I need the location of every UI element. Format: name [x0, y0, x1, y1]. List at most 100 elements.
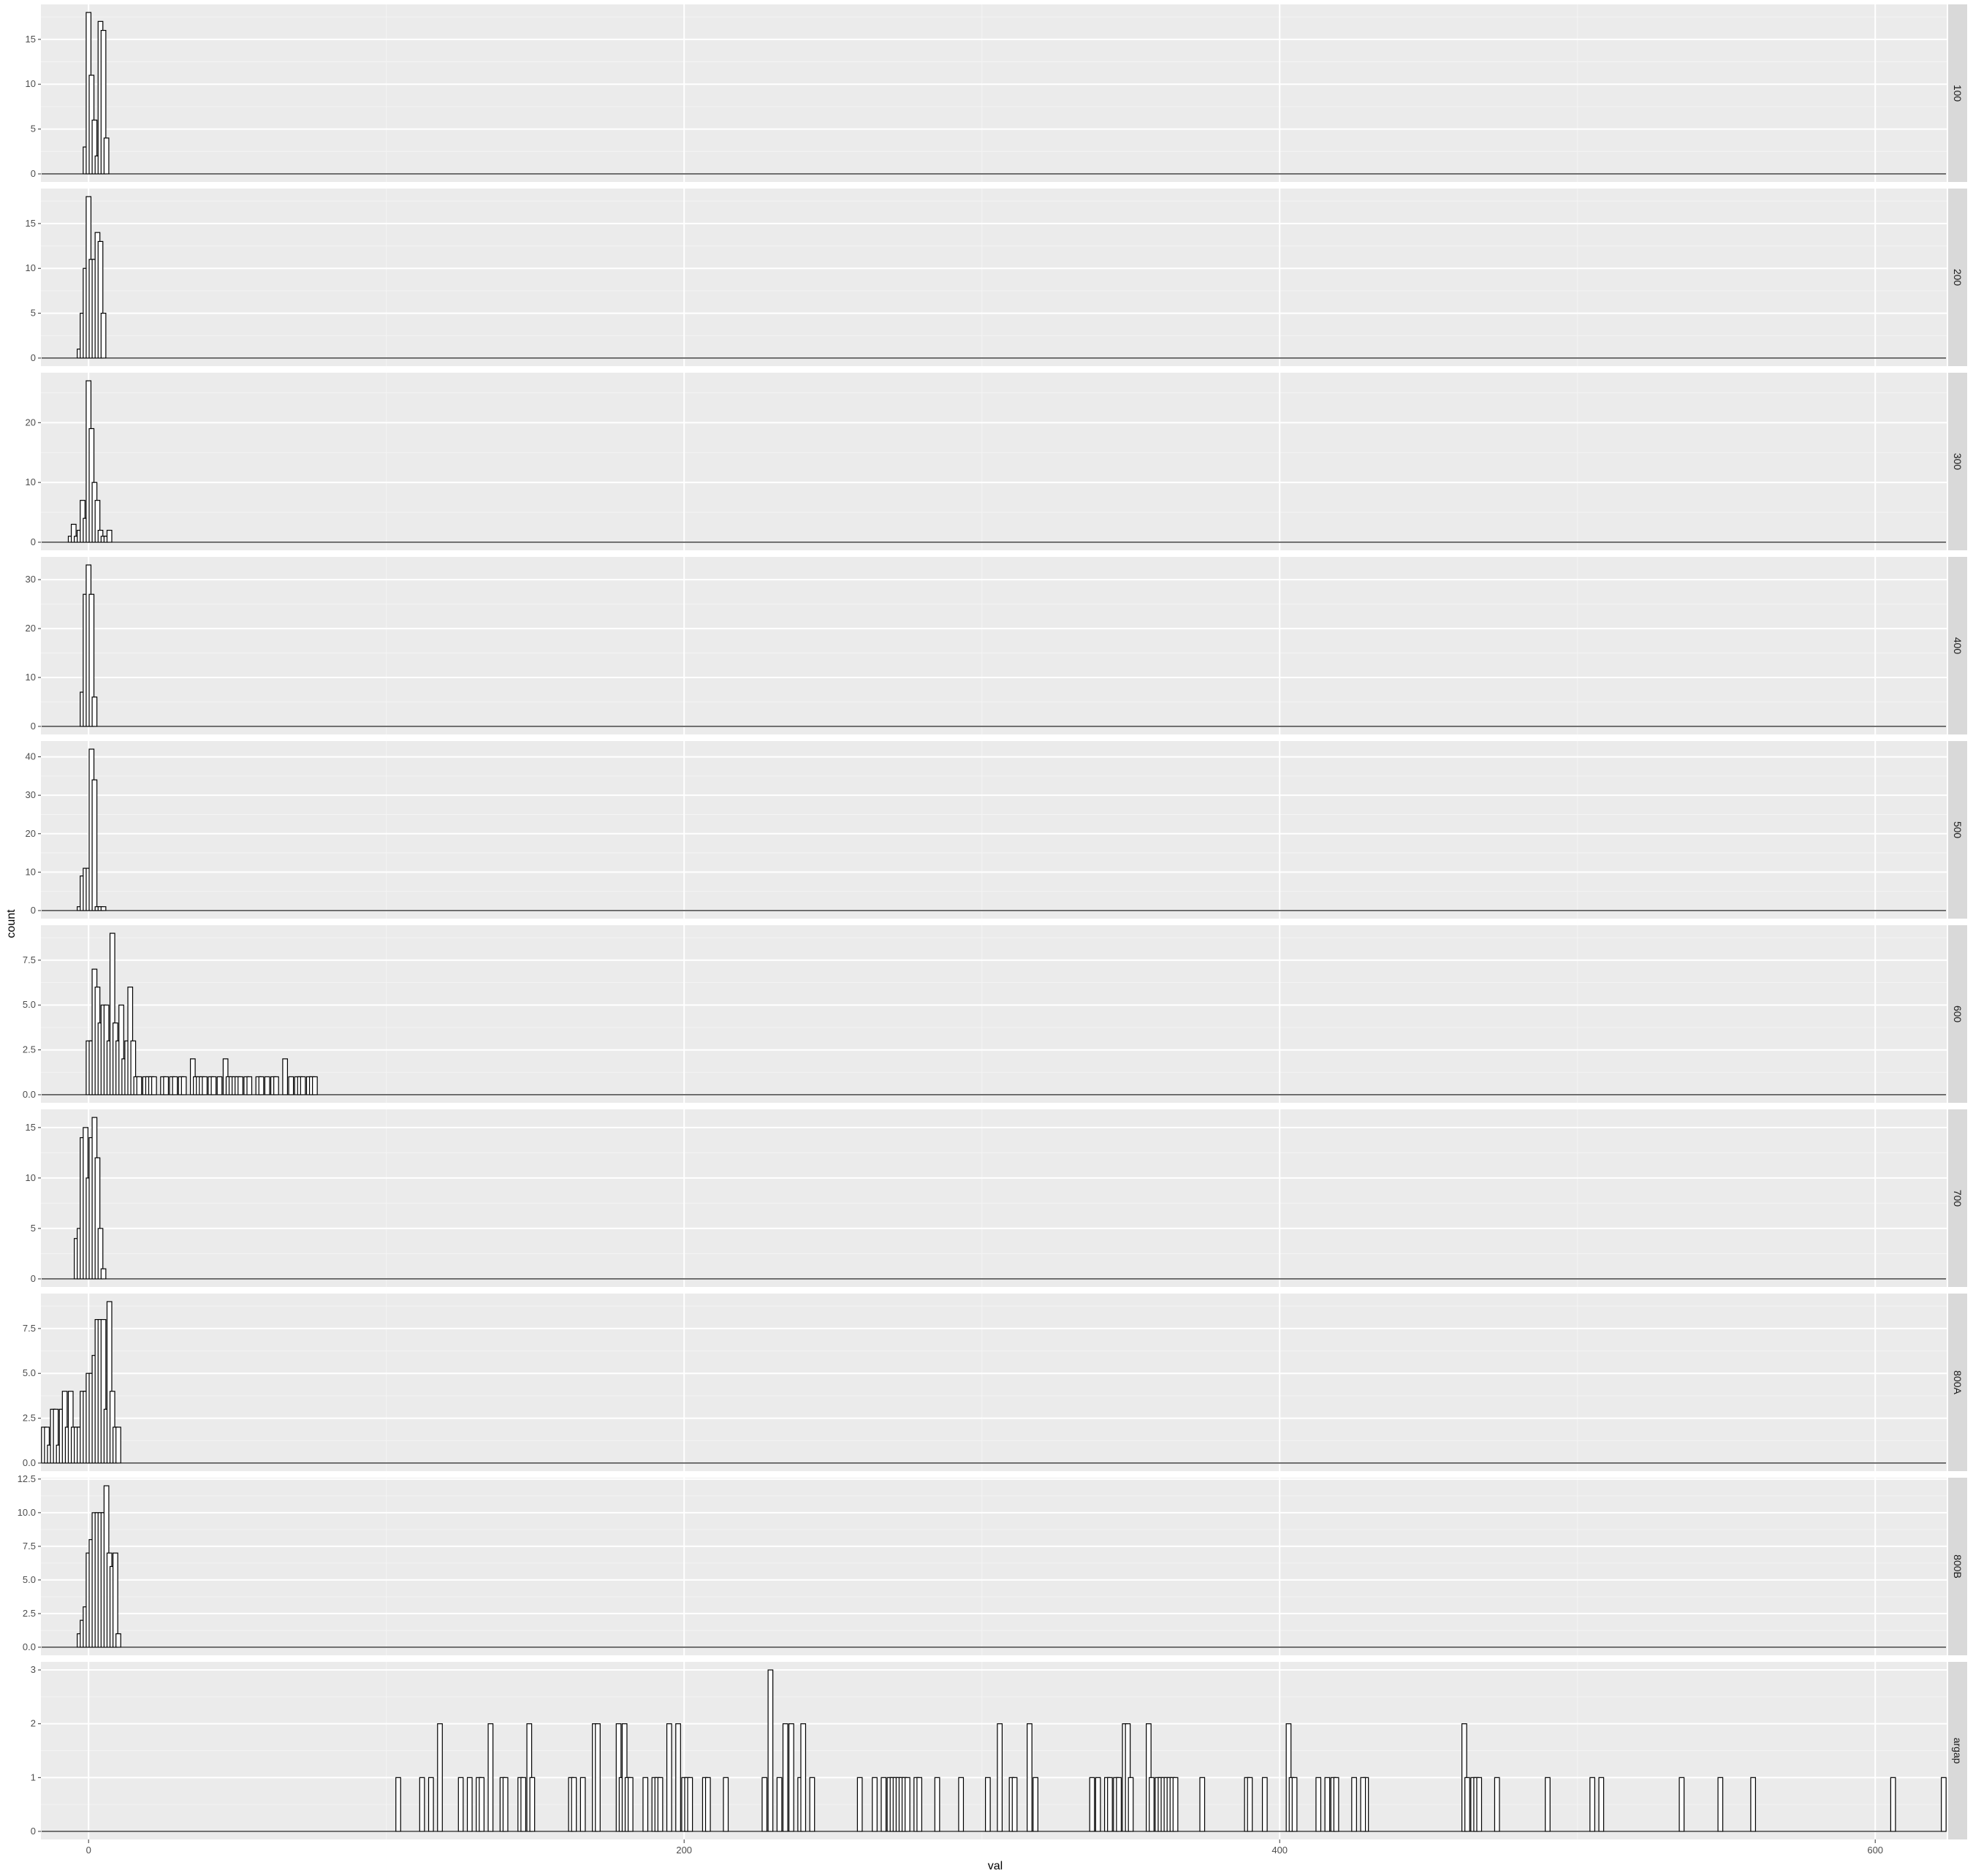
facet-strip — [1948, 1109, 1967, 1287]
x-tick-label: 0 — [86, 1845, 91, 1856]
histogram-bar — [642, 1777, 649, 1832]
y-tick-label: 0 — [31, 168, 36, 179]
histogram-bar — [216, 1076, 223, 1095]
histogram-bar — [520, 1777, 527, 1832]
histogram-bar — [788, 1723, 794, 1832]
histogram-bar — [282, 1058, 289, 1095]
histogram-bar — [1464, 1777, 1470, 1832]
panel-background — [41, 1109, 1947, 1287]
facet-strip-label: 800B — [1952, 1554, 1964, 1579]
panel-100: 0 5 10 15 100 — [26, 4, 1967, 182]
y-tick-label: 0 — [31, 1273, 36, 1284]
histogram-bar — [94, 1157, 101, 1280]
histogram-bar — [1027, 1723, 1033, 1832]
histogram-bar — [1128, 1777, 1134, 1832]
facet-strip — [1948, 741, 1967, 919]
y-tick-label: 7.5 — [23, 954, 36, 965]
histogram-bar — [264, 1076, 270, 1095]
histogram-bar — [1750, 1777, 1756, 1832]
panel-300: 0 10 20 300 — [26, 373, 1967, 550]
y-tick-label: 20 — [26, 417, 36, 428]
y-tick-label: 0 — [31, 1826, 36, 1837]
histogram-bar — [172, 1076, 178, 1095]
histogram-bar — [1261, 1777, 1268, 1832]
histogram-bar — [100, 1268, 107, 1280]
y-tick-label: 15 — [26, 34, 36, 45]
histogram-bar — [571, 1777, 577, 1832]
histogram-bar — [163, 1076, 170, 1095]
histogram-bar — [502, 1777, 509, 1832]
panel-background — [41, 1294, 1947, 1471]
histogram-bar — [1890, 1777, 1896, 1832]
panel-background — [41, 557, 1947, 734]
histogram-bar — [151, 1076, 157, 1095]
histogram-bar — [675, 1723, 681, 1832]
panel-800B: 0.0 2.5 5.0 7.5 10.0 12.5 800B — [18, 1473, 1967, 1655]
histogram-bar — [419, 1777, 425, 1832]
histogram-bar — [1494, 1777, 1500, 1832]
facet-strip — [1948, 1478, 1967, 1655]
histogram-bar — [1941, 1777, 1947, 1832]
y-tick-label: 10 — [26, 476, 36, 487]
y-tick-label: 0 — [31, 352, 36, 363]
y-tick-label: 20 — [26, 623, 36, 634]
y-tick-label: 15 — [26, 1122, 36, 1133]
y-tick-label: 10 — [26, 78, 36, 89]
facet-strip — [1948, 557, 1967, 734]
histogram-bar — [91, 779, 98, 911]
histogram-bar — [100, 906, 107, 911]
y-tick-label: 7.5 — [23, 1323, 36, 1334]
histogram-bar — [115, 1633, 121, 1648]
facet-strip — [1948, 925, 1967, 1103]
y-tick-label: 10 — [26, 1172, 36, 1183]
x-tick-label: 400 — [1271, 1845, 1288, 1856]
y-tick-label: 5 — [31, 1223, 36, 1234]
y-tick-label: 2 — [31, 1718, 36, 1729]
facet-strip — [1948, 1662, 1967, 1839]
histogram-bar — [1199, 1777, 1206, 1832]
histogram-bar — [1172, 1777, 1179, 1832]
histogram-bar — [1315, 1777, 1322, 1832]
y-tick-label: 2.5 — [23, 1608, 36, 1619]
histogram-bar — [1589, 1777, 1595, 1832]
histogram-bar — [579, 1777, 586, 1832]
histogram-bar — [466, 1777, 473, 1832]
y-tick-label: 40 — [26, 751, 36, 762]
histogram-bar — [273, 1076, 279, 1095]
histogram-bar — [113, 1552, 118, 1648]
facet-strip-label: 500 — [1952, 821, 1964, 839]
panel-background — [41, 373, 1947, 550]
histogram-bar — [723, 1777, 729, 1832]
histogram-bar — [872, 1777, 878, 1832]
histogram-bar — [529, 1777, 536, 1832]
histogram-bar — [856, 1777, 863, 1832]
histogram-bar — [115, 1427, 121, 1464]
histogram-bar — [70, 523, 77, 543]
y-tick-label: 0.0 — [23, 1641, 36, 1652]
histogram-bar — [1291, 1777, 1298, 1832]
y-tick-label: 5 — [31, 308, 36, 319]
histogram-bar — [53, 1408, 59, 1464]
histogram-bar — [627, 1777, 634, 1832]
histogram-bar — [97, 240, 104, 359]
y-tick-label: 5.0 — [23, 1574, 36, 1585]
histogram-bar — [300, 1076, 306, 1095]
histogram-bar — [118, 1004, 124, 1095]
facet-strip-label: 400 — [1952, 637, 1964, 655]
histogram-bar — [958, 1777, 965, 1832]
y-tick-label: 2.5 — [23, 1413, 36, 1424]
histogram-bar — [1033, 1777, 1038, 1832]
y-tick-label: 15 — [26, 218, 36, 229]
histogram-bar — [1089, 1777, 1095, 1832]
histogram-bar — [100, 312, 107, 359]
histogram-bar — [136, 1076, 142, 1095]
facet-strip — [1948, 189, 1967, 366]
histogram-bar — [210, 1076, 217, 1095]
y-tick-label: 0 — [31, 721, 36, 732]
panel-200: 0 5 10 15 200 — [26, 189, 1967, 366]
y-tick-label: 3 — [31, 1664, 36, 1675]
histogram-bar — [984, 1777, 991, 1832]
histogram-bar — [916, 1777, 922, 1832]
y-tick-label: 0 — [31, 905, 36, 916]
histogram-bar — [687, 1777, 693, 1832]
